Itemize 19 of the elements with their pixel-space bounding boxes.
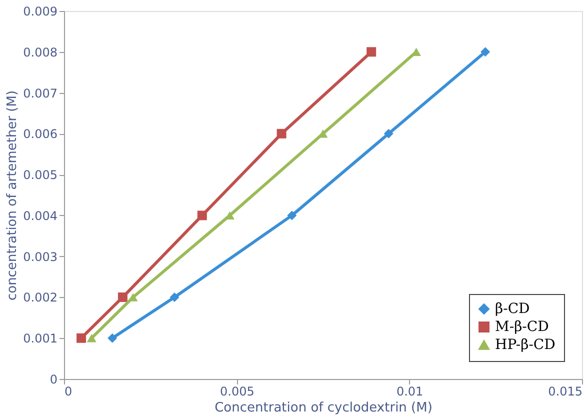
y-axis-title: concentration of artemether (M) <box>5 90 20 301</box>
legend-label: M-β-CD <box>495 319 549 335</box>
x-tick-label: 0.005 <box>220 384 254 398</box>
y-tick-label: 0.003 <box>23 250 58 264</box>
y-tick-label: 0.005 <box>23 168 58 182</box>
legend-label: HP-β-CD <box>495 337 556 353</box>
y-tick-label: 0.001 <box>23 332 58 346</box>
y-tick-label: 0.002 <box>23 290 58 305</box>
legend-label: β-CD <box>495 301 530 317</box>
x-tick-label: 0 <box>64 384 72 398</box>
y-tick-label: 0 <box>50 372 58 386</box>
y-tick-label: 0.009 <box>23 4 58 18</box>
x-axis-title: Concentration of cyclodextrin (M) <box>214 400 432 416</box>
y-tick-label: 0.004 <box>23 208 58 223</box>
y-tick-label: 0.007 <box>23 86 58 100</box>
y-tick-label: 0.006 <box>23 127 58 142</box>
x-tick-label: 0.01 <box>396 384 424 398</box>
x-tick-label: 0.015 <box>548 384 582 398</box>
y-tick-label: 0.008 <box>23 45 58 60</box>
